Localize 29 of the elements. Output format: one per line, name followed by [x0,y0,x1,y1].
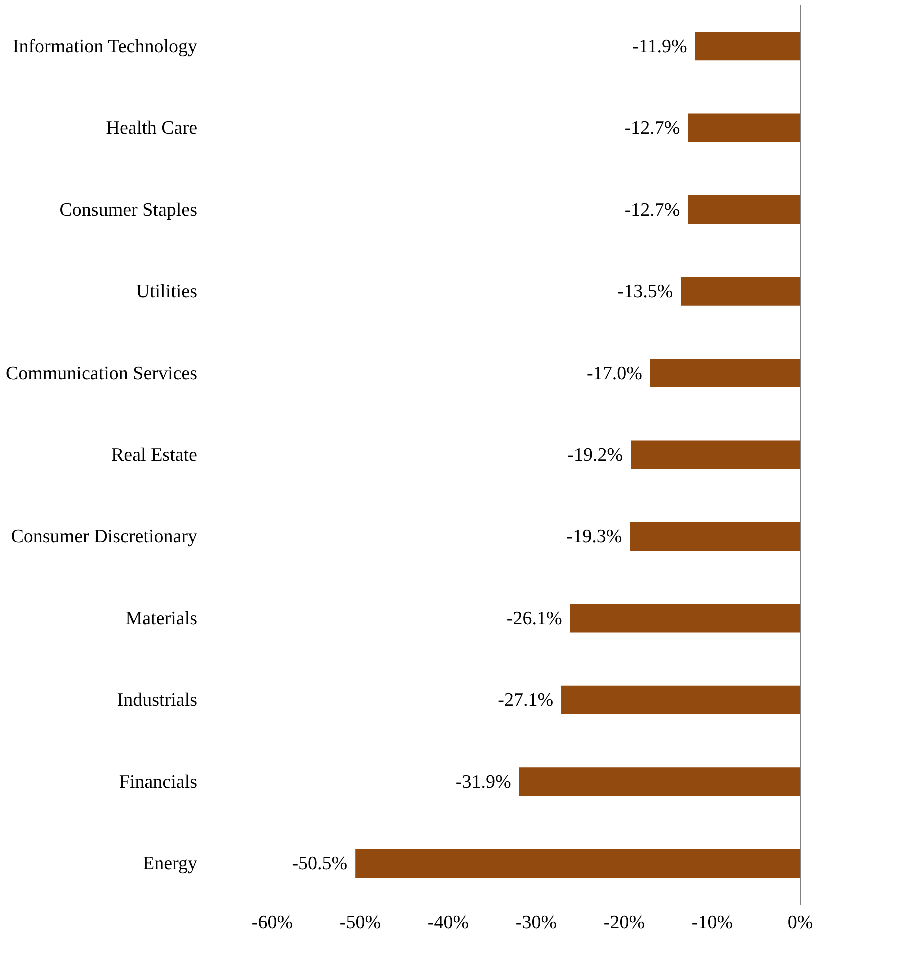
x-tick-label: 0% [788,912,814,934]
y-tick-label: Energy [142,854,198,875]
data-label: -31.9% [456,772,512,793]
y-tick-label: Communication Services [6,363,198,384]
y-tick-label: Information Technology [12,36,198,58]
data-label: -50.5% [292,854,348,875]
x-tick-label: -60% [252,912,294,934]
y-tick-label: Materials [126,608,198,630]
x-tick-label: -40% [428,912,470,934]
y-tick-label: Health Care [106,118,198,140]
x-tick-label: -20% [604,912,646,934]
x-tick-label: -50% [340,912,382,934]
data-label: -19.3% [566,526,622,548]
data-label: -26.1% [506,608,562,630]
data-label: -27.1% [498,690,554,712]
y-tick-label: Industrials [117,690,198,712]
data-label: -19.2% [568,445,624,466]
y-tick-label: Utilities [136,282,198,303]
data-label: -11.9% [632,36,688,58]
y-tick-label: Financials [119,772,198,793]
y-tick-label: Consumer Discretionary [11,526,198,548]
y-tick-label: Real Estate [112,445,198,466]
data-label: -13.5% [618,282,674,303]
x-tick-label: -30% [516,912,558,934]
data-label: -12.7% [624,200,680,221]
data-label: -12.7% [624,118,680,140]
y-tick-label: Consumer Staples [60,200,198,221]
x-tick-label: -10% [692,912,734,934]
data-label: -17.0% [586,363,643,384]
